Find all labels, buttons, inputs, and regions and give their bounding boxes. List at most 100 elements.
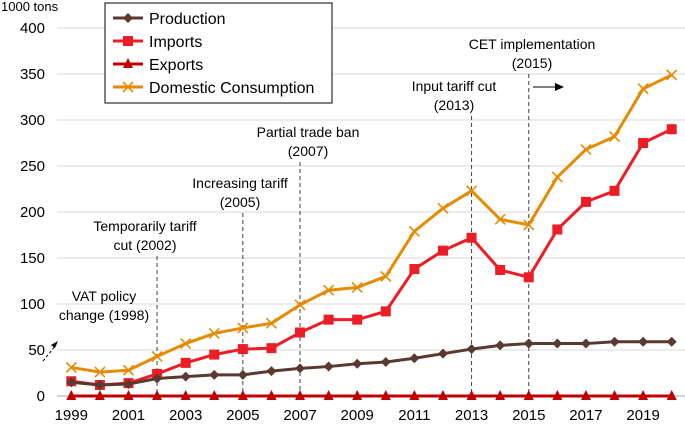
y-tick-label: 350 [20,66,45,83]
legend-label: Domestic Consumption [149,80,314,97]
data-point-domestic-consumption [122,364,135,376]
data-point-exports [352,390,363,400]
series-domestic-consumption [65,69,678,378]
legend-item-exports: Exports [113,57,203,74]
data-point-exports [380,390,391,400]
data-point-production [180,371,191,382]
y-tick-label: 100 [20,296,45,313]
data-point-exports [94,390,105,400]
data-point-domestic-consumption [437,202,449,214]
x-tick-label: 2013 [455,407,488,424]
data-point-exports [66,390,77,400]
data-point-production [495,340,506,351]
annotation-text: VAT policy [72,288,137,304]
x-tick-label: 2001 [112,407,145,424]
data-point-production [409,353,420,364]
data-point-domestic-consumption [637,83,649,95]
data-point-exports [638,390,649,400]
series-exports [66,390,677,400]
data-point-domestic-consumption [494,213,506,225]
y-tick-label: 400 [20,20,45,37]
x-tick-label: 2007 [283,407,316,424]
data-point-exports [552,390,563,400]
annotation-arrowhead [555,83,564,91]
annotation-arrow [42,344,57,362]
series-production [66,336,677,390]
annotation-text: Increasing tariff [192,175,288,191]
data-point-imports [323,314,334,325]
series-line-production [71,340,672,387]
legend-marker [123,36,133,46]
data-point-production [237,369,248,380]
data-point-domestic-consumption [180,337,192,350]
data-point-imports [552,224,563,235]
data-point-exports [580,390,591,400]
data-point-exports [295,390,306,400]
data-point-exports [180,390,191,400]
series-line-imports [71,127,673,387]
data-point-imports [209,349,220,360]
data-point-production [380,356,391,367]
data-point-exports [323,390,334,400]
data-point-domestic-consumption [523,219,535,231]
x-tick-label: 2009 [341,407,374,424]
annotation: VAT policy change (1998) [42,288,149,362]
series-imports [66,124,677,390]
series-layer [65,69,678,400]
x-tick-label: 2011 [398,407,430,424]
y-tick-labels: 0 50 100 150 200 250 300 350 400 [20,20,45,405]
data-point-domestic-consumption [551,171,563,183]
x-tick-labels: 1999 2001 2003 2005 2007 2009 2011 2013 2015 2017… [55,407,660,424]
legend-marker [122,81,134,93]
data-point-exports [237,390,248,400]
x-tick-label: 1999 [55,407,88,424]
annotation-text: Temporarily tariff [93,218,196,234]
data-point-production [437,348,448,359]
data-point-imports [409,264,420,275]
data-point-domestic-consumption [608,130,621,143]
annotation: Increasing tariff (2005) [192,175,288,396]
data-point-imports [638,138,649,148]
data-point-production [66,377,77,388]
legend-marker [123,13,133,23]
data-point-exports [409,390,420,400]
data-point-imports [180,357,191,368]
annotation: Partial trade ban (2007) [257,124,360,396]
data-point-exports [495,390,506,400]
data-point-exports [466,390,477,400]
data-point-exports [609,390,620,400]
annotation-text: (2007) [288,143,328,159]
annotation-text: CET implementation [469,36,596,52]
data-point-production [466,344,477,355]
y-tick-label: 150 [20,250,45,267]
data-point-production [94,379,105,390]
data-point-imports [609,185,620,196]
legend: Production Imports Exports Domestic Consump… [104,2,333,104]
data-point-domestic-consumption [351,281,363,294]
data-point-domestic-consumption [94,366,106,378]
legend-item-production: Production [113,11,226,28]
legend-item-imports: Imports [113,34,202,51]
data-point-domestic-consumption [65,361,77,374]
data-point-imports [466,232,477,243]
data-point-exports [209,390,220,400]
data-point-domestic-consumption [580,143,592,156]
data-point-exports [666,390,677,400]
x-tick-label: 2005 [226,407,259,424]
data-point-domestic-consumption [294,299,306,311]
y-tick-label: 250 [20,158,45,175]
annotation-text: change (1998) [59,307,149,323]
data-point-exports [152,390,163,400]
y-tick-label: 50 [28,342,45,359]
legend-label: Production [149,11,226,28]
data-point-imports [523,272,534,283]
data-point-domestic-consumption [265,317,277,329]
data-point-imports [495,264,506,275]
legend-item-domestic-consumption: Domestic Consumption [113,80,314,97]
data-point-exports [523,390,534,400]
data-point-production [609,336,620,347]
x-tick-label: 2019 [626,407,659,424]
annotation-text: Partial trade ban [257,124,360,140]
data-point-production [580,338,591,349]
data-point-imports [266,343,277,354]
